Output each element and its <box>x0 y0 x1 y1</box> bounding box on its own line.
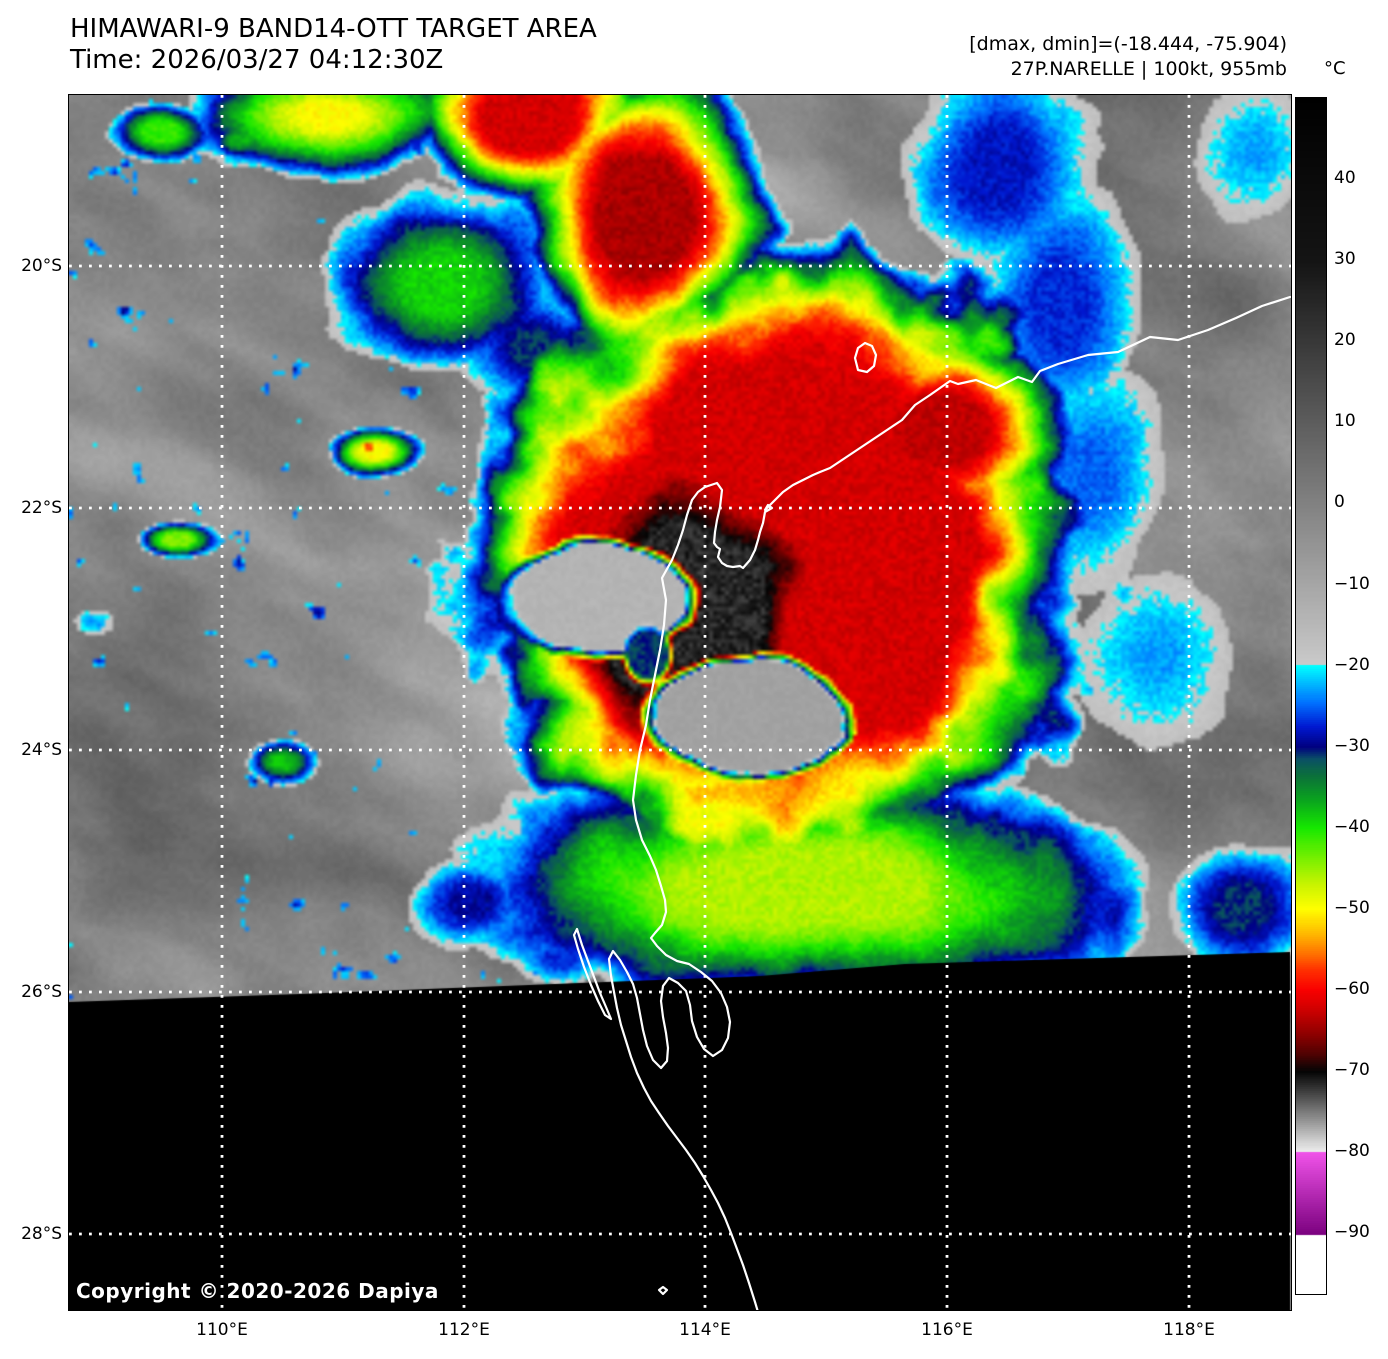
colorbar-tick-label: 10 <box>1334 411 1356 432</box>
colorbar-tick-label: 30 <box>1334 249 1356 270</box>
colorbar-tick-label: 20 <box>1334 330 1356 351</box>
colorbar <box>1295 97 1327 1295</box>
colorbar-tick-label: −50 <box>1334 897 1370 918</box>
coastline <box>572 927 613 1021</box>
lat-tick-label: 20°S <box>21 256 62 276</box>
lat-tick-label: 26°S <box>21 982 62 1002</box>
colorbar-tick-label: 40 <box>1334 168 1356 189</box>
colorbar-tick-label: −40 <box>1334 816 1370 837</box>
colorbar-tick-label: −10 <box>1334 573 1370 594</box>
lat-tick-label: 28°S <box>21 1224 62 1244</box>
lat-tick-label: 24°S <box>21 740 62 760</box>
coastline <box>607 295 1291 1310</box>
colorbar-tick-label: −30 <box>1334 735 1370 756</box>
page-title: HIMAWARI-9 BAND14-OTT TARGET AREA <box>70 14 597 44</box>
graticule-gridlines <box>69 95 1291 1310</box>
lon-tick-label: 112°E <box>438 1320 490 1340</box>
copyright-text: Copyright © 2020-2026 Dapiya <box>76 1279 439 1303</box>
timestamp: Time: 2026/03/27 04:12:30Z <box>70 45 444 75</box>
colorbar-tick-label: −90 <box>1334 1222 1370 1243</box>
lon-tick-label: 114°E <box>679 1320 731 1340</box>
lon-tick-label: 118°E <box>1163 1320 1215 1340</box>
satellite-map: Copyright © 2020-2026 Dapiya <box>68 94 1292 1311</box>
colorbar-tick-label: −80 <box>1334 1141 1370 1162</box>
coastline <box>657 1285 669 1296</box>
dmax-dmin-readout: [dmax, dmin]=(-18.444, -75.904) <box>969 33 1287 55</box>
colorbar-tick-label: −20 <box>1334 654 1370 675</box>
map-overlay <box>69 95 1291 1310</box>
colorbar-unit-label: °C <box>1324 58 1346 79</box>
lon-tick-label: 116°E <box>921 1320 973 1340</box>
coastline <box>853 341 878 374</box>
colorbar-tick-label: −60 <box>1334 978 1370 999</box>
storm-info: 27P.NARELLE | 100kt, 955mb <box>1010 58 1287 80</box>
lon-tick-label: 110°E <box>196 1320 248 1340</box>
lat-tick-label: 22°S <box>21 498 62 518</box>
ir-imagery-canvas <box>69 95 1291 1310</box>
colorbar-tick-label: 0 <box>1334 492 1345 513</box>
colorbar-tick-label: −70 <box>1334 1060 1370 1081</box>
